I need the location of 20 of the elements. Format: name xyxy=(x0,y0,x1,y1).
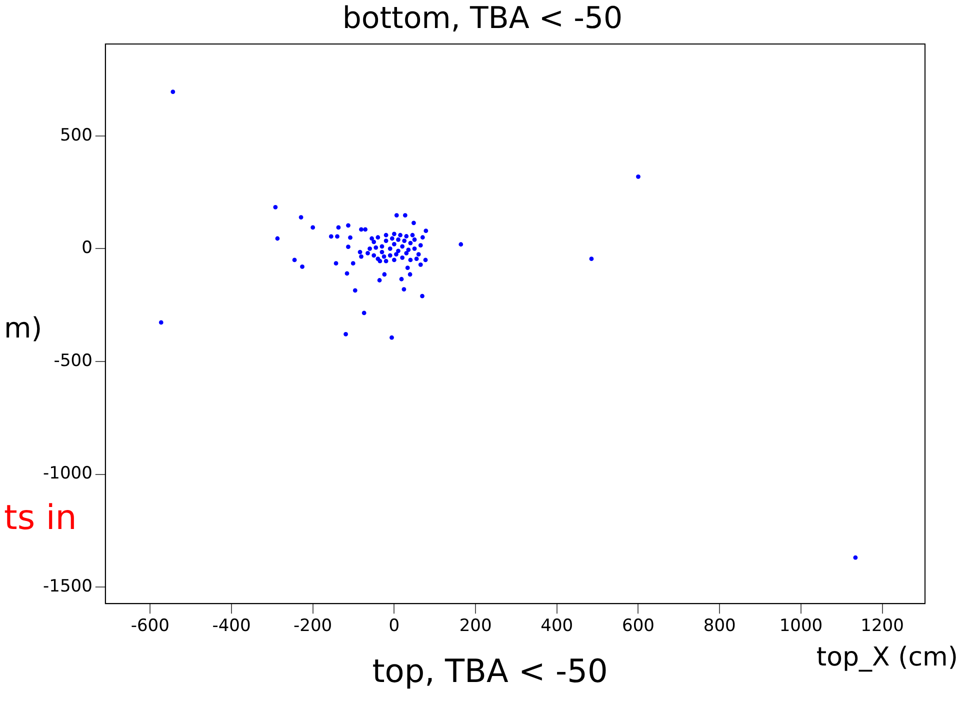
x-axis-title: top_X (cm) xyxy=(816,642,958,672)
y-axis-title: m) xyxy=(4,311,42,344)
y-tick-label: 0 xyxy=(82,238,92,258)
y-tick-label: -1500 xyxy=(42,576,92,597)
y-tick-label: -1000 xyxy=(42,464,92,484)
x-tick-label: 600 xyxy=(622,616,654,636)
x-tick-label: 800 xyxy=(703,616,736,636)
text: ts in xyxy=(4,498,77,538)
y-tick-label: -500 xyxy=(54,350,92,371)
x-tick-label: -400 xyxy=(212,616,251,636)
x-tick-label: -600 xyxy=(130,616,170,636)
y-tick-label: 500 xyxy=(60,125,92,146)
x-tick-label: 400 xyxy=(540,616,574,636)
text: top, TBA < -50 xyxy=(372,652,608,690)
x-tick-label: -200 xyxy=(294,616,332,636)
x-tick-label: 1000 xyxy=(779,616,823,636)
x-tick-label: 1200 xyxy=(860,616,904,636)
x-tick-label: 200 xyxy=(459,616,492,636)
x-tick-label: 0 xyxy=(388,616,400,636)
chart-title: bottom, TBA < -50 xyxy=(342,0,623,36)
